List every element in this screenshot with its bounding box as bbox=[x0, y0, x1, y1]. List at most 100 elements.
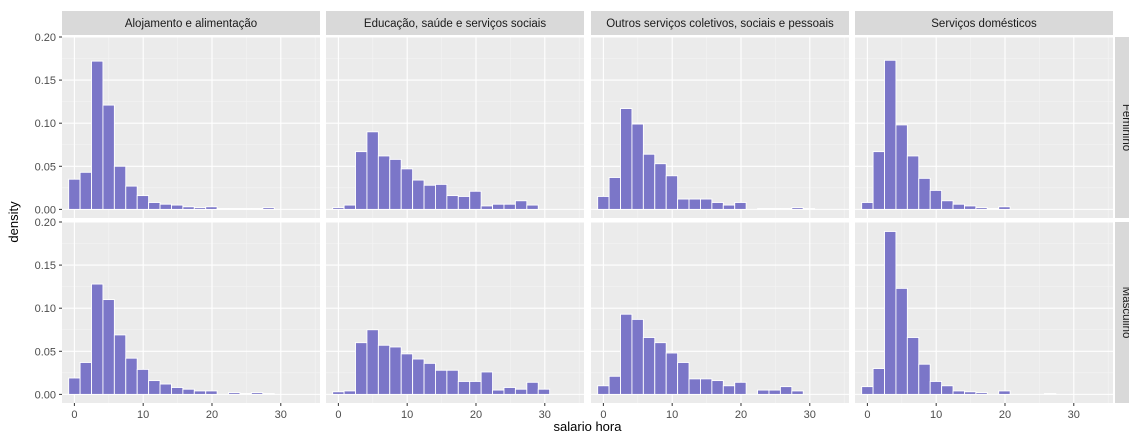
column-strip bbox=[855, 11, 1113, 35]
histogram-bar bbox=[68, 178, 81, 210]
row-strip bbox=[1115, 37, 1129, 218]
histogram-bar bbox=[929, 189, 943, 210]
y-tick-label: 0.05 bbox=[35, 161, 56, 173]
histogram-bar bbox=[228, 392, 241, 395]
x-tick-label: 20 bbox=[999, 409, 1011, 421]
histogram-bar bbox=[791, 390, 804, 395]
histogram-bar bbox=[757, 208, 770, 210]
histogram-bar bbox=[665, 352, 679, 395]
histogram-bar bbox=[929, 381, 943, 395]
histogram-bar bbox=[239, 208, 252, 210]
x-tick-label: 30 bbox=[275, 409, 287, 421]
column-strip bbox=[62, 11, 320, 35]
histogram-bar bbox=[182, 388, 195, 395]
histogram-bar bbox=[446, 369, 459, 395]
histogram-bar bbox=[642, 337, 656, 395]
histogram-bar bbox=[332, 207, 345, 210]
histogram-bar bbox=[872, 151, 885, 210]
histogram-bar bbox=[457, 196, 471, 210]
histogram-bar bbox=[620, 108, 633, 210]
column-strip-label: Outros serviços coletivos, sociais e pes… bbox=[606, 18, 834, 30]
histogram-bar bbox=[631, 123, 644, 210]
histogram-bar bbox=[250, 208, 264, 210]
histogram-bar bbox=[734, 202, 747, 210]
histogram-bar bbox=[377, 344, 391, 395]
histogram-bar bbox=[457, 381, 471, 395]
column-strip bbox=[326, 11, 584, 35]
histogram-bar bbox=[250, 392, 264, 395]
histogram-bar bbox=[480, 371, 494, 395]
x-tick-label: 20 bbox=[470, 409, 482, 421]
histogram-bar bbox=[446, 195, 459, 210]
histogram-bar bbox=[239, 393, 252, 395]
histogram-bar bbox=[986, 208, 1000, 210]
histogram-bar bbox=[884, 231, 897, 395]
x-tick-label: 30 bbox=[539, 409, 551, 421]
histogram-bar bbox=[688, 198, 701, 210]
histogram-bar bbox=[906, 155, 920, 210]
histogram-bar bbox=[895, 287, 908, 395]
histogram-bar bbox=[182, 206, 195, 210]
histogram-bar bbox=[412, 179, 425, 210]
histogram-bar bbox=[537, 388, 551, 395]
histogram-bar bbox=[918, 363, 931, 395]
y-tick-label: 0.05 bbox=[35, 346, 56, 358]
histogram-bar bbox=[711, 380, 724, 395]
histogram-bar bbox=[861, 202, 874, 210]
histogram-bar bbox=[1043, 393, 1057, 395]
column-strip-label: Serviços domésticos bbox=[931, 18, 1037, 30]
histogram-bar bbox=[998, 206, 1011, 210]
x-tick-label: 10 bbox=[930, 409, 942, 421]
histogram-bar bbox=[228, 208, 241, 210]
x-tick-label: 10 bbox=[401, 409, 413, 421]
histogram-bar bbox=[791, 207, 804, 210]
histogram-bar bbox=[102, 299, 115, 395]
histogram-bar bbox=[975, 207, 988, 210]
histogram-bar bbox=[480, 205, 494, 210]
x-tick-label: 0 bbox=[600, 409, 606, 421]
column-strip-label: Alojamento e alimentação bbox=[125, 18, 257, 30]
histogram-bar bbox=[389, 158, 402, 210]
y-axis-title: density bbox=[6, 201, 21, 243]
histogram-bar bbox=[332, 391, 345, 395]
histogram-bar bbox=[503, 387, 516, 395]
histogram-bar bbox=[492, 203, 505, 210]
y-tick-label: 0.20 bbox=[35, 217, 56, 229]
histogram-bar bbox=[952, 203, 965, 210]
column-strip-label: Educação, saúde e serviços sociais bbox=[364, 18, 546, 30]
histogram-bar bbox=[700, 378, 713, 395]
histogram-bar bbox=[642, 153, 656, 210]
y-tick-label: 0.15 bbox=[35, 75, 56, 87]
histogram-bar bbox=[526, 204, 539, 210]
histogram-bar bbox=[677, 362, 690, 395]
histogram-bar bbox=[964, 205, 977, 210]
histogram-bar bbox=[631, 318, 644, 395]
histogram-bar bbox=[205, 206, 218, 210]
histogram-bar bbox=[722, 204, 736, 210]
histogram-bar bbox=[136, 195, 150, 210]
row-strip-label: Masculino bbox=[1120, 287, 1129, 339]
histogram-bar bbox=[952, 390, 965, 395]
row-strip bbox=[1115, 222, 1129, 403]
x-tick-label: 0 bbox=[864, 409, 870, 421]
histogram-bar bbox=[654, 163, 667, 210]
histogram-bar bbox=[503, 203, 516, 210]
histogram-bar bbox=[355, 151, 368, 210]
histogram-bar bbox=[205, 390, 218, 395]
histogram-bar bbox=[423, 184, 436, 210]
histogram-bar bbox=[389, 346, 402, 395]
histogram-bar bbox=[412, 358, 425, 395]
x-tick-label: 10 bbox=[666, 409, 678, 421]
histogram-bar bbox=[779, 386, 793, 395]
histogram-bar bbox=[435, 183, 448, 210]
histogram-bar bbox=[469, 190, 482, 210]
y-tick-label: 0.20 bbox=[35, 32, 56, 44]
histogram-bar bbox=[171, 204, 184, 210]
histogram-bar bbox=[757, 389, 770, 395]
histogram-bar bbox=[79, 171, 92, 210]
histogram-bar bbox=[343, 204, 356, 210]
histogram-bar bbox=[722, 385, 736, 395]
histogram-bar bbox=[400, 353, 414, 395]
histogram-bar bbox=[872, 368, 885, 395]
histogram-bar bbox=[597, 196, 610, 210]
